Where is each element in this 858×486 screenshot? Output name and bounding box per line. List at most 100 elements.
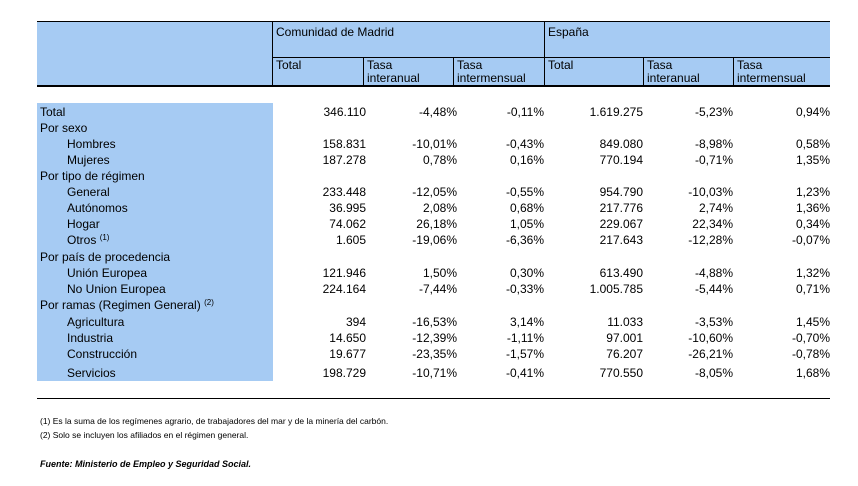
table-cell: 26,18% — [416, 217, 457, 231]
row-label: Hombres — [67, 136, 116, 152]
table-row: Por ramas (Regimen General) (2) — [37, 297, 830, 313]
table-cell: 229.067 — [599, 217, 643, 231]
table-cell: -5,23% — [694, 105, 733, 119]
row-label: Industria — [67, 330, 113, 346]
table-cell: -8,98% — [694, 137, 733, 151]
row-label-text: Mujeres — [67, 153, 110, 167]
source-note: Fuente: Ministerio de Empleo y Seguridad… — [40, 459, 252, 469]
header-subdivider — [272, 57, 830, 58]
table-cell: 74.062 — [329, 217, 366, 231]
table-cell: 0,71% — [795, 282, 830, 296]
table-cell: -0,78% — [791, 347, 830, 361]
table-cell: 1,36% — [795, 201, 830, 215]
row-label-text: Hombres — [67, 137, 116, 151]
row-label: Otros (1) — [67, 232, 109, 248]
col-interanual-espana-2: interanual — [647, 71, 700, 85]
table-cell: 11.033 — [607, 315, 643, 329]
table-row: Industria 14.650 -12,39% -1,11% 97.001 -10,60… — [37, 330, 830, 346]
table-cell: -1,11% — [506, 331, 544, 345]
table-cell: 394 — [345, 315, 366, 329]
row-label-text: Por país de procedencia — [40, 250, 171, 264]
row-label: No Union Europea — [67, 281, 166, 297]
header-divider — [643, 57, 644, 85]
table-row: Por país de procedencia — [37, 249, 830, 265]
table-cell: 954.790 — [599, 185, 643, 199]
table-cell: -0,71% — [694, 153, 733, 167]
table-cell: 2,74% — [698, 201, 733, 215]
table-cell: 187.278 — [322, 153, 366, 167]
table-cell: -5,44% — [694, 282, 733, 296]
table-row: Hogar 74.062 26,18% 1,05% 229.067 22,34% 0,34% — [37, 216, 830, 232]
region-espana-heading: España — [548, 25, 589, 39]
row-label: Total — [40, 104, 65, 120]
table-cell: 613.490 — [599, 266, 643, 280]
row-label: Construcción — [67, 346, 137, 362]
row-label-text: Hogar — [67, 217, 100, 231]
row-label-text: Construcción — [67, 347, 138, 361]
table-cell: 770.194 — [599, 153, 643, 167]
table-cell: -10,60% — [688, 331, 733, 345]
table-cell: 0,30% — [509, 266, 544, 280]
table-cell: -19,06% — [412, 233, 457, 247]
table-cell: -0,43% — [505, 137, 544, 151]
row-label: Hogar — [67, 216, 100, 232]
row-label: Autónomos — [67, 200, 128, 216]
table-cell: -4,48% — [418, 105, 457, 119]
table-cell: 0,68% — [509, 201, 544, 215]
header-divider — [363, 57, 364, 85]
table-cell: 19.677 — [329, 347, 366, 361]
footnote-ref: (1) — [99, 233, 110, 242]
row-label: Por tipo de régimen — [40, 168, 145, 184]
row-label: Unión Europea — [67, 265, 147, 281]
table-row: Por tipo de régimen — [37, 168, 830, 184]
row-label: Servicios — [67, 365, 116, 381]
row-label-text: Por sexo — [40, 121, 88, 135]
table-cell: 1.005.785 — [589, 282, 643, 296]
header-divider — [272, 22, 273, 85]
table-row: Por sexo — [37, 120, 830, 136]
col-total-madrid: Total — [276, 58, 302, 72]
row-label: Agricultura — [67, 314, 124, 330]
table-row: General 233.448 -12,05% -0,55% 954.790 -10,03… — [37, 184, 830, 200]
table-cell: 217.776 — [599, 201, 643, 215]
row-label-text: Agricultura — [67, 315, 125, 329]
header-divider — [733, 57, 734, 85]
row-label-text: Servicios — [67, 366, 116, 380]
table-cell: -0,11% — [506, 105, 544, 119]
table-cell: 1,68% — [795, 366, 830, 380]
table-row: Total 346.110 -4,48% -0,11% 1.619.275 -5,23% 0… — [37, 104, 830, 120]
table-cell: -1,57% — [505, 347, 544, 361]
table-header: Comunidad de Madrid España Total Tasa in… — [37, 21, 830, 87]
table-cell: 0,58% — [795, 137, 830, 151]
table-cell: 1,05% — [509, 217, 544, 231]
col-interanual-espana-1: Tasa — [647, 58, 673, 72]
table-cell: 1,50% — [422, 266, 457, 280]
table-cell: -7,44% — [418, 282, 457, 296]
table-cell: 1,32% — [795, 266, 830, 280]
table-cell: -10,03% — [688, 185, 733, 199]
row-label-text: Por tipo de régimen — [40, 169, 145, 183]
table-row: Servicios 198.729 -10,71% -0,41% 770.550 -8,0… — [37, 365, 830, 381]
row-label: Mujeres — [67, 152, 110, 168]
row-label-text: General — [67, 185, 110, 199]
table-cell: -6,36% — [505, 233, 544, 247]
table-cell: 217.643 — [599, 233, 643, 247]
table-row: Autónomos 36.995 2,08% 0,68% 217.776 2,74% 1,3… — [37, 200, 830, 216]
row-label-text: Unión Europea — [67, 266, 148, 280]
table-cell: -10,71% — [412, 366, 457, 380]
table-cell: 158.831 — [322, 137, 366, 151]
table-cell: -12,05% — [412, 185, 457, 199]
row-label-text: Total — [40, 105, 66, 119]
table-cell: -0,33% — [505, 282, 544, 296]
col-intermensual-espana-1: Tasa — [737, 58, 763, 72]
row-label: Por sexo — [40, 120, 87, 136]
col-interanual-madrid-2: interanual — [367, 71, 420, 85]
footnote-1: (1) Es la suma de los regímenes agrario,… — [40, 416, 389, 426]
table-cell: 0,34% — [795, 217, 830, 231]
header-divider — [453, 57, 454, 85]
table-cell: 121.946 — [322, 266, 366, 280]
table-cell: 0,78% — [422, 153, 457, 167]
table-cell: -16,53% — [412, 315, 457, 329]
table-cell: 233.448 — [322, 185, 366, 199]
col-intermensual-madrid-1: Tasa — [457, 58, 483, 72]
